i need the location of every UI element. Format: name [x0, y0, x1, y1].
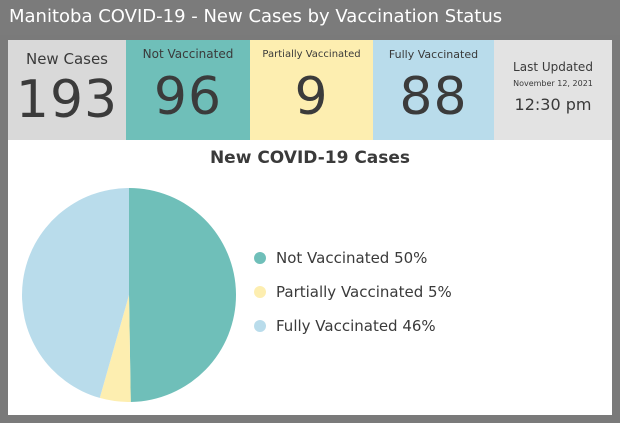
last-updated-tile: Last Updated November 12, 2021 12:30 pm [494, 40, 612, 140]
dashboard-title: Manitoba COVID-19 - New Cases by Vaccina… [9, 6, 503, 27]
pie-slice-fully-vaccinated [22, 188, 129, 398]
partially-vaccinated-value: 9 [294, 67, 329, 127]
fully-vaccinated-label: Fully Vaccinated [388, 48, 479, 61]
pie-legend: Not Vaccinated 50% Partially Vaccinated 5… [254, 249, 452, 335]
fully-vaccinated-tile: Fully Vaccinated 88 [373, 40, 494, 140]
legend-swatch-fully-vaccinated [254, 320, 266, 332]
last-updated-label: Last Updated [513, 60, 593, 74]
dashboard-header: Manitoba COVID-19 - New Cases by Vaccina… [0, 0, 620, 35]
legend-swatch-partially-vaccinated [254, 286, 266, 298]
fully-vaccinated-value: 88 [399, 67, 468, 127]
legend-label-fully-vaccinated: Fully Vaccinated 46% [276, 317, 436, 335]
partially-vaccinated-label: Partially Vaccinated [262, 49, 361, 60]
partially-vaccinated-tile: Partially Vaccinated 9 [250, 40, 373, 140]
pie-chart: Not Vaccinated 50% Partially Vaccinated 5… [22, 188, 452, 402]
not-vaccinated-tile: Not Vaccinated 96 [126, 40, 250, 140]
pie-slices [22, 188, 236, 402]
dashboard-panel: New Cases 193 Not Vaccinated 96 Partiall… [8, 40, 612, 415]
new-cases-tile: New Cases 193 [8, 40, 126, 140]
pie-slice-not-vaccinated [129, 188, 236, 402]
last-updated-date: November 12, 2021 [513, 79, 593, 88]
last-updated-time: 12:30 pm [514, 95, 592, 114]
legend-label-not-vaccinated: Not Vaccinated 50% [276, 249, 427, 267]
chart-title: New COVID-19 Cases [209, 148, 411, 168]
new-cases-value: 193 [15, 70, 119, 130]
not-vaccinated-value: 96 [153, 67, 223, 127]
not-vaccinated-label: Not Vaccinated [142, 47, 234, 61]
legend-label-partially-vaccinated: Partially Vaccinated 5% [276, 283, 452, 301]
new-cases-label: New Cases [25, 50, 108, 68]
pie-slice-partially-vaccinated [99, 295, 131, 402]
legend-swatch-not-vaccinated [254, 252, 266, 264]
